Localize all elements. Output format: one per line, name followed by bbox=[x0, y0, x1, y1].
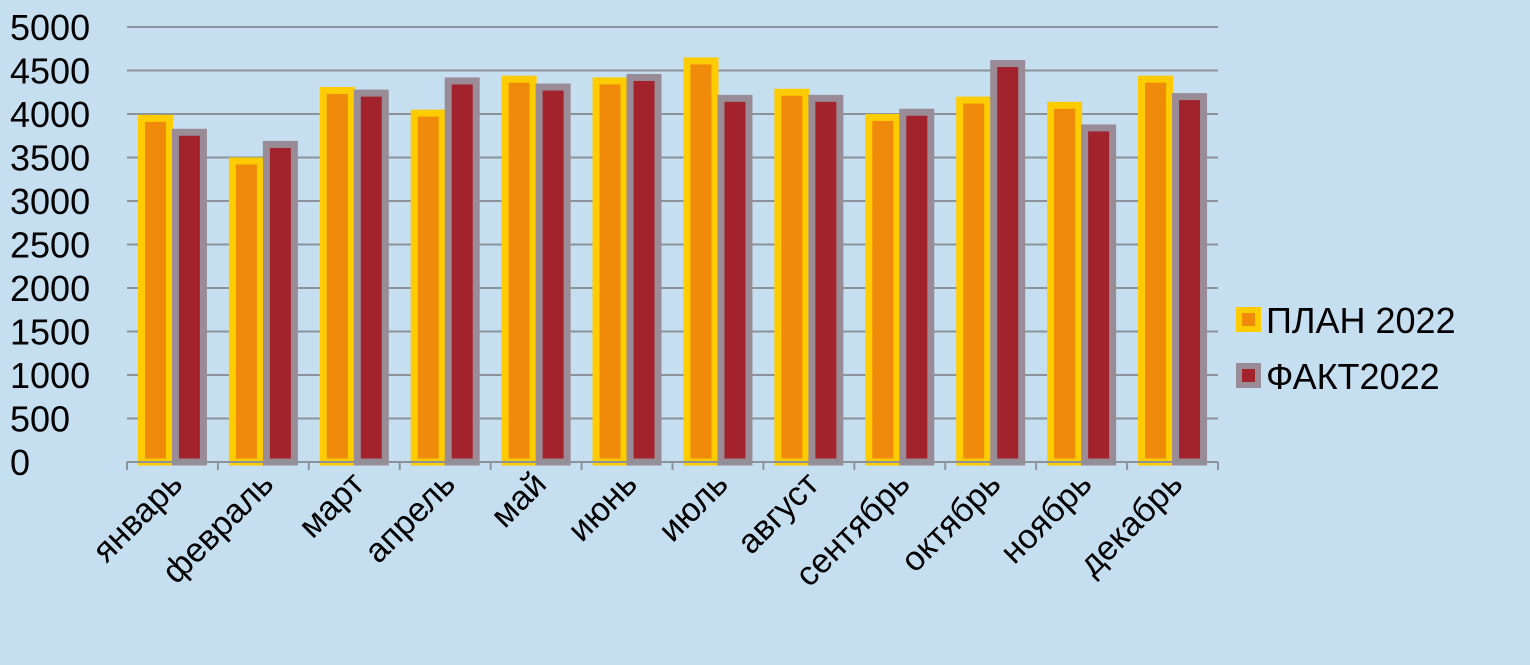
y-tick-label: 500 bbox=[10, 399, 70, 440]
bar-fact bbox=[1081, 124, 1117, 466]
y-tick-label: 5000 bbox=[10, 7, 90, 48]
bar-plan bbox=[865, 113, 901, 466]
y-tick-label: 3000 bbox=[10, 181, 90, 222]
bar-plan bbox=[683, 57, 719, 466]
bar-fact bbox=[262, 140, 298, 466]
bar-plan bbox=[137, 114, 173, 466]
x-tick-label: октябрь bbox=[894, 465, 1009, 580]
y-tick-label: 2500 bbox=[10, 225, 90, 266]
bar-plan bbox=[319, 87, 355, 466]
y-tick-label: 2000 bbox=[10, 268, 90, 309]
bar-plan bbox=[956, 96, 992, 466]
legend-label-fact: ФАКТ2022 bbox=[1266, 356, 1440, 397]
bar-plan bbox=[774, 88, 810, 466]
bar-fact bbox=[353, 89, 389, 466]
bar-fact bbox=[808, 94, 844, 466]
gridlines bbox=[127, 26, 1218, 463]
x-axis bbox=[126, 461, 1219, 470]
y-tick-label: 4500 bbox=[10, 51, 90, 92]
legend-swatch-plan bbox=[1236, 307, 1261, 332]
y-tick-label: 1000 bbox=[10, 355, 90, 396]
y-tick-label: 1500 bbox=[10, 312, 90, 353]
y-tick-label: 4000 bbox=[10, 94, 90, 135]
bar-plan bbox=[501, 75, 537, 466]
y-tick-label: 0 bbox=[10, 442, 30, 483]
x-tick-label: июль bbox=[651, 465, 735, 549]
bar-fact bbox=[171, 128, 207, 466]
bar-fact bbox=[1172, 93, 1208, 466]
x-tick-label: апрель bbox=[357, 465, 463, 571]
bar-fact bbox=[990, 60, 1026, 466]
bar-plan bbox=[1047, 101, 1083, 466]
bar-fact bbox=[899, 108, 935, 466]
x-tick-label: май bbox=[484, 465, 554, 535]
bars bbox=[137, 57, 1208, 466]
bar-fact bbox=[444, 77, 480, 466]
bar-plan bbox=[410, 109, 446, 466]
bar-plan bbox=[228, 157, 264, 466]
bar-plan bbox=[1138, 75, 1174, 466]
legend: ПЛАН 2022 ФАКТ2022 bbox=[1236, 300, 1456, 397]
legend-label-plan: ПЛАН 2022 bbox=[1266, 300, 1456, 341]
bar-fact bbox=[626, 73, 662, 466]
bar-fact bbox=[535, 83, 571, 466]
x-tick-label: март bbox=[291, 465, 372, 546]
legend-swatch-fact bbox=[1236, 363, 1261, 388]
bar-fact bbox=[717, 94, 753, 466]
y-tick-label: 3500 bbox=[10, 138, 90, 179]
x-tick-label: июнь bbox=[561, 465, 645, 549]
bar-plan bbox=[592, 77, 628, 466]
